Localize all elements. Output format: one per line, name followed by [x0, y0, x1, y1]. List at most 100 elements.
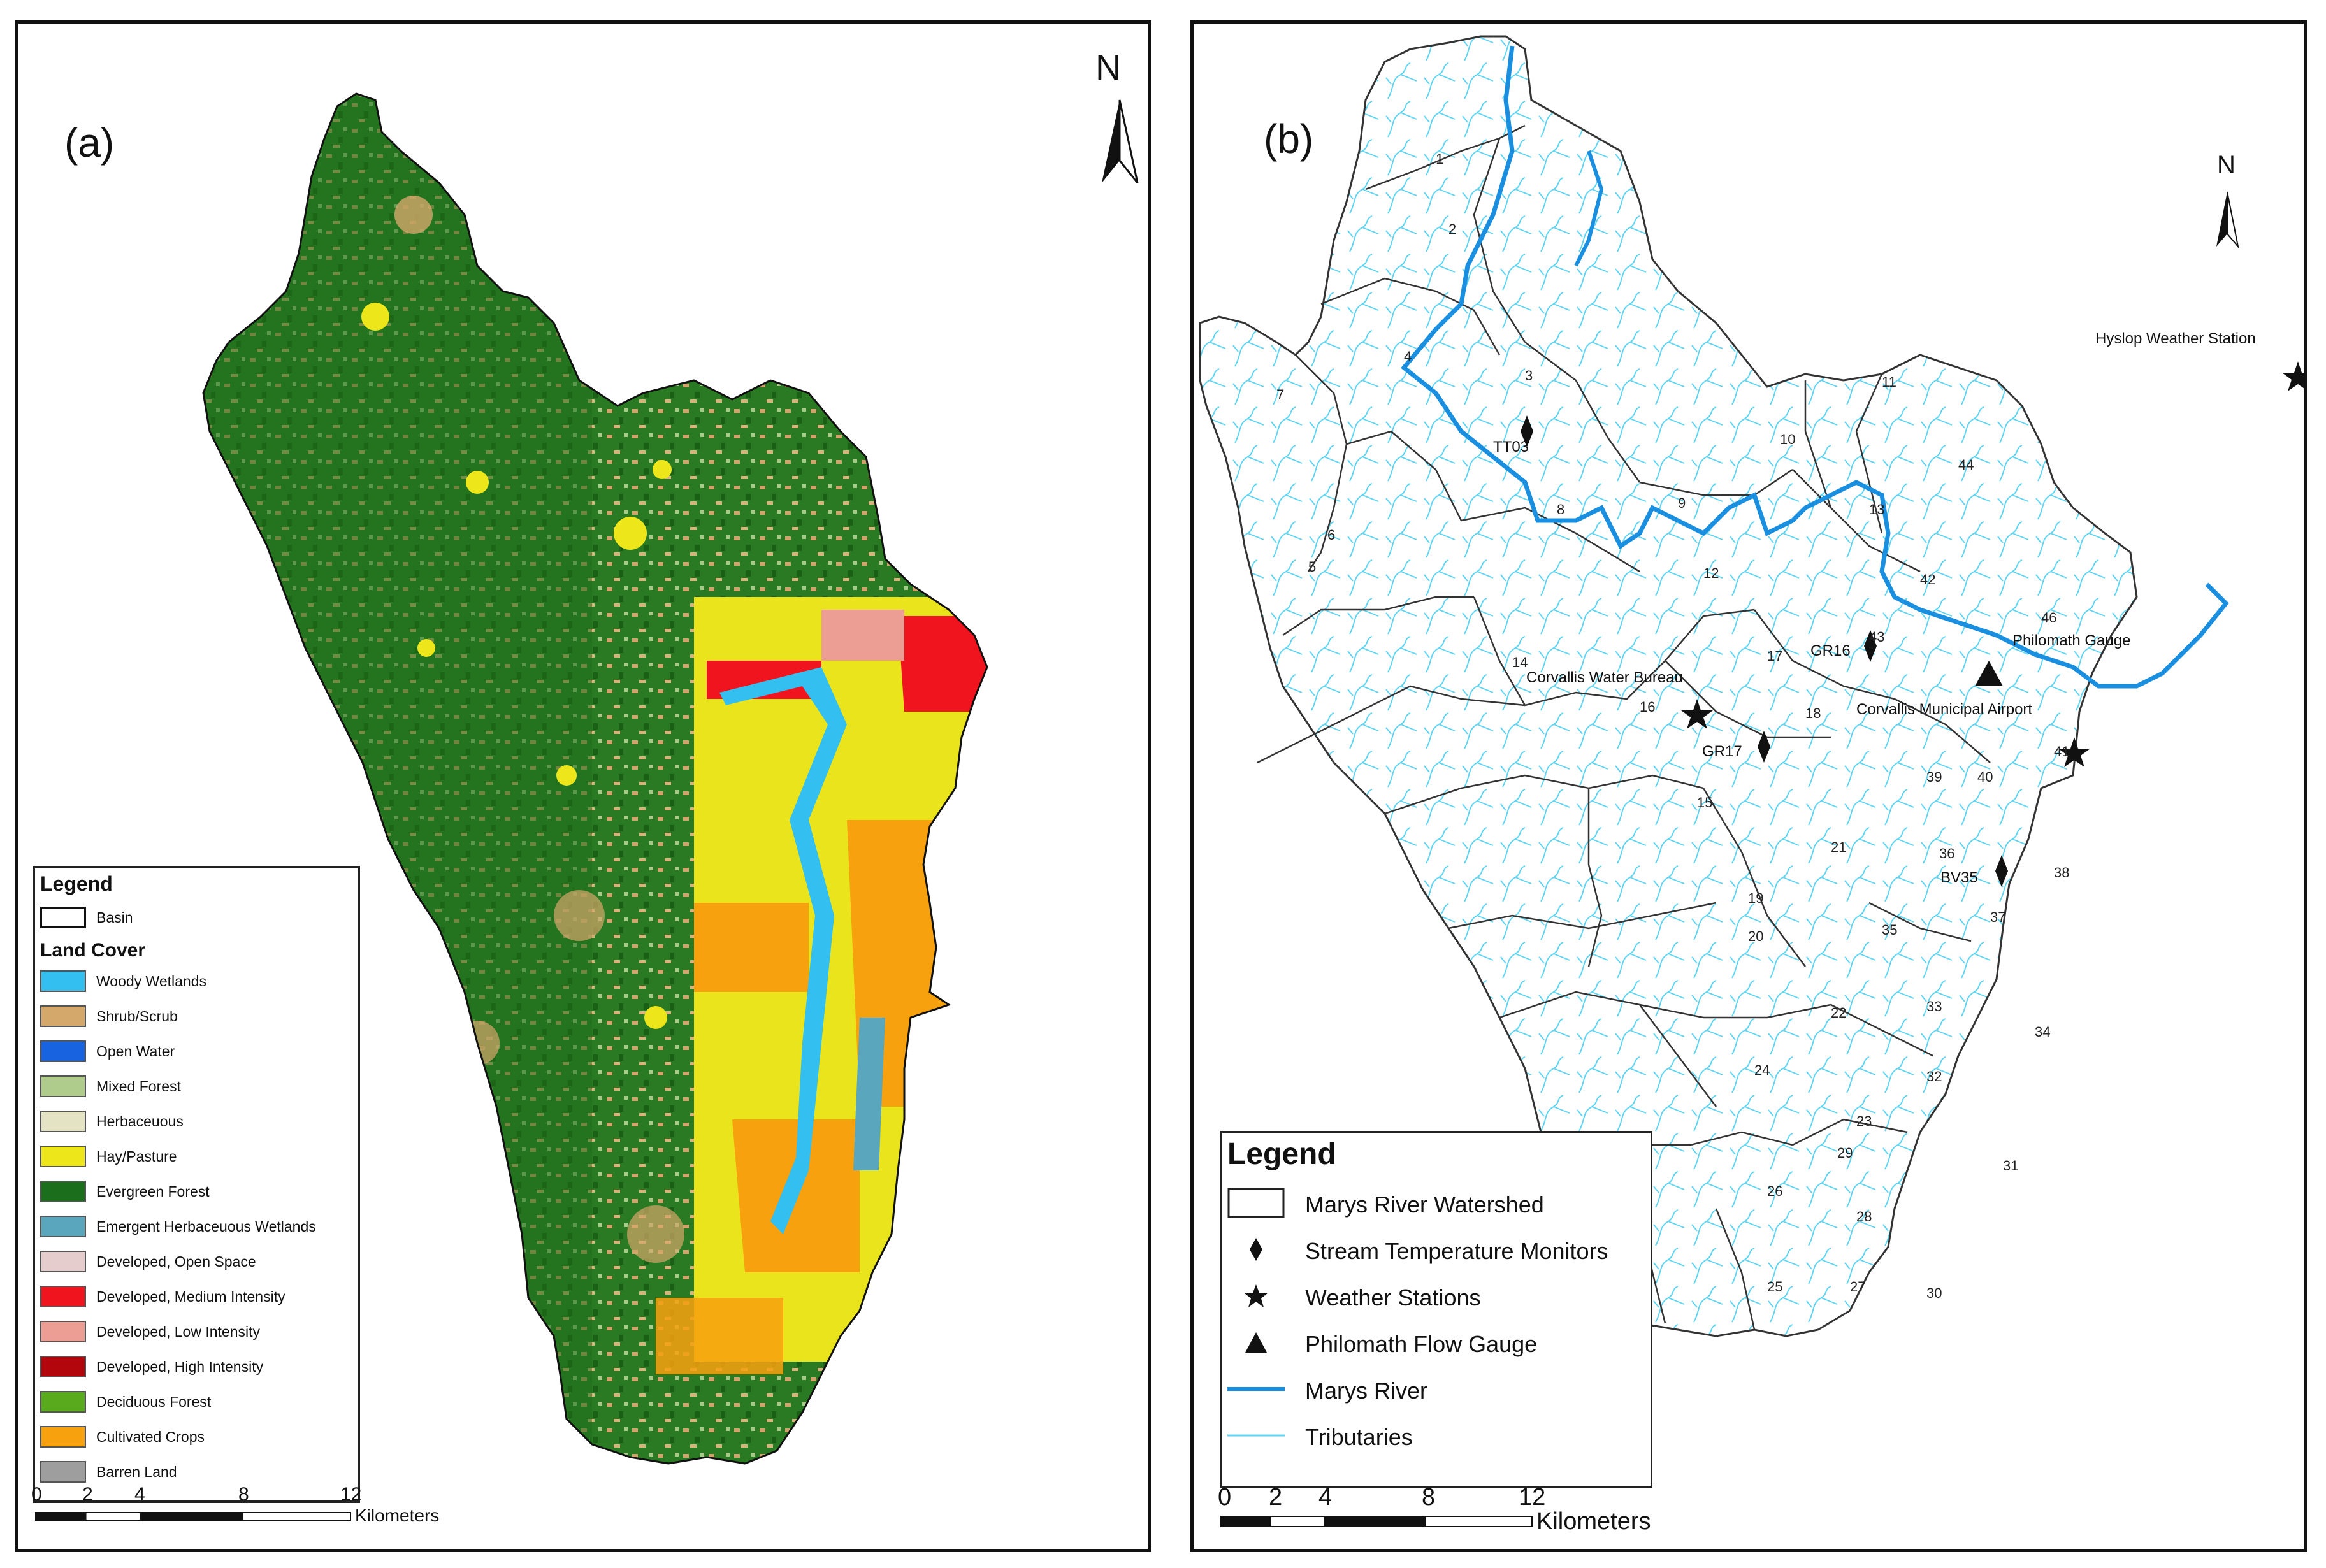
land-cover-section-title: Land Cover: [40, 940, 146, 961]
subbasin-number-label: 12: [1703, 565, 1719, 581]
land-cover-swatch: [40, 1005, 86, 1027]
land-cover-swatch: [40, 1075, 86, 1097]
monitor-gr16-icon: [1864, 630, 1877, 662]
land-cover-swatch: [40, 1181, 86, 1202]
land-cover-swatch: [40, 1286, 86, 1307]
legend-item-label: Weather Stations: [1305, 1284, 1481, 1311]
subbasin-number-label: 24: [1754, 1062, 1770, 1078]
land-cover-label: Deciduous Forest: [96, 1393, 212, 1410]
monitor-bv35-icon: [1995, 855, 2008, 887]
subbasin-number-label: 19: [1748, 890, 1763, 906]
scale-tick-4: 4: [134, 1484, 145, 1505]
scale-bar-graphic: [35, 1512, 351, 1521]
subbasin-number-label: 17: [1767, 648, 1782, 664]
scale-tick-12: 12: [1519, 1484, 1546, 1511]
north-label: N: [2217, 151, 2236, 179]
subbasin-number-label: 35: [1882, 922, 1897, 938]
legend-diamond-icon: [1227, 1234, 1285, 1265]
subbasin-number-label: 39: [1926, 769, 1942, 785]
subbasin-number-label: 8: [1557, 501, 1564, 517]
subbasin-number-label: 21: [1831, 839, 1846, 855]
subbasin-legend: Legend Marys River Watershed Stream Tempe…: [1220, 1131, 1652, 1488]
legend-item-label: Philomath Flow Gauge: [1305, 1331, 1538, 1357]
scale-tick-8: 8: [238, 1484, 249, 1505]
subbasin-number-label: 31: [2003, 1158, 2018, 1174]
subbasin-number-label: 36: [1939, 845, 1954, 861]
subbasin-number-label: 6: [1327, 527, 1335, 543]
panel-label: (a): [64, 120, 115, 166]
weather-station-airport-icon: [2058, 737, 2090, 767]
weather-station-corvallis-water-icon: [1681, 699, 1713, 729]
subbasin-number-label: 3: [1525, 368, 1533, 384]
subbasin-number-label: 46: [2041, 610, 2056, 626]
subbasin-number-label: 1: [1436, 151, 1443, 167]
marys-river: [1401, 45, 2229, 689]
subbasin-number-label: 44: [1958, 457, 1974, 473]
scale-tick-0: 0: [1218, 1484, 1232, 1511]
subbasin-number-label: 2: [1448, 221, 1456, 237]
scale-unit: Kilometers: [1536, 1508, 1651, 1535]
subbasin-number-label: 11: [1882, 374, 1896, 390]
monitor-bv35-label: BV35: [1940, 869, 1978, 886]
basin-swatch: [40, 907, 86, 928]
scale-tick-12: 12: [340, 1484, 362, 1505]
land-cover-swatch: [40, 1321, 86, 1342]
subbasin-number-label: 14: [1512, 654, 1528, 670]
subbasin-number-label: 18: [1805, 705, 1821, 721]
subbasin-number-label: 25: [1767, 1279, 1782, 1295]
land-cover-label: Developed, Open Space: [96, 1253, 256, 1270]
legend-item-label: Stream Temperature Monitors: [1305, 1238, 1608, 1264]
scale-unit: Kilometers: [355, 1506, 440, 1525]
land-cover-swatch: [40, 1111, 86, 1132]
subbasin-number-label: 32: [1926, 1068, 1942, 1084]
land-cover-label: Open Water: [96, 1043, 175, 1060]
scale-tick-2: 2: [1269, 1484, 1283, 1511]
land-cover-swatch: [40, 1391, 86, 1413]
subbasin-number-label: 9: [1678, 495, 1686, 511]
corvallis-water-label: Corvallis Water Bureau: [1526, 669, 1683, 686]
subbasin-number-label: 5: [1308, 559, 1316, 575]
legend-item-label: Marys River: [1305, 1377, 1428, 1404]
subbasin-number-label: 34: [2035, 1024, 2050, 1040]
north-label: N: [1095, 47, 1122, 87]
legend-triangle-icon: [1227, 1327, 1285, 1358]
legend-item-label: Marys River Watershed: [1305, 1191, 1544, 1218]
land-cover-swatch: [40, 1356, 86, 1377]
subbasin-number-label: 38: [2054, 865, 2069, 881]
legend-star-icon: [1227, 1281, 1285, 1311]
legend-tributary-icon: [1227, 1420, 1285, 1451]
land-cover-label: Cultivated Crops: [96, 1428, 205, 1445]
monitor-gr17-icon: [1758, 731, 1770, 763]
land-cover-label: Herbaceuous: [96, 1113, 184, 1130]
legend-item-label: Tributaries: [1305, 1424, 1413, 1450]
monitor-gr17-label: GR17: [1702, 743, 1742, 760]
subbasin-number-label: 37: [1990, 909, 2005, 925]
land-cover-swatch: [40, 1216, 86, 1237]
legend-box-icon: [1227, 1188, 1285, 1218]
subbasin-number-label: 7: [1276, 387, 1284, 403]
scale-bar-graphic: [1220, 1516, 1533, 1527]
subbasin-number-label: 43: [1869, 629, 1884, 645]
land-cover-label: Developed, High Intensity: [96, 1358, 264, 1375]
subbasin-number-label: 30: [1926, 1285, 1942, 1301]
subbasin-number-label: 23: [1856, 1113, 1872, 1129]
north-arrow-icon: [2216, 191, 2239, 249]
flow-gauge-icon: [1975, 661, 2003, 686]
airport-label: Corvallis Municipal Airport: [1856, 701, 2032, 718]
land-cover-label: Hay/Pasture: [96, 1148, 177, 1165]
monitor-tt03-icon: [1521, 415, 1533, 447]
land-cover-swatch: [40, 970, 86, 992]
land-cover-legend: Legend Basin Land Cover Woody Wetlands Sh…: [33, 866, 360, 1503]
subbasin-number-label: 20: [1748, 928, 1763, 944]
land-cover-label: Developed, Medium Intensity: [96, 1288, 285, 1305]
land-cover-label: Developed, Low Intensity: [96, 1323, 260, 1340]
scale-tick-2: 2: [82, 1484, 93, 1505]
panel-label: (b): [1264, 116, 1314, 162]
scale-tick-8: 8: [1422, 1484, 1436, 1511]
land-cover-swatch: [40, 1251, 86, 1272]
hyslop-label: Hyslop Weather Station: [2095, 330, 2256, 347]
subbasin-number-label: 10: [1780, 431, 1795, 447]
subbasin-number-label: 13: [1869, 501, 1884, 517]
